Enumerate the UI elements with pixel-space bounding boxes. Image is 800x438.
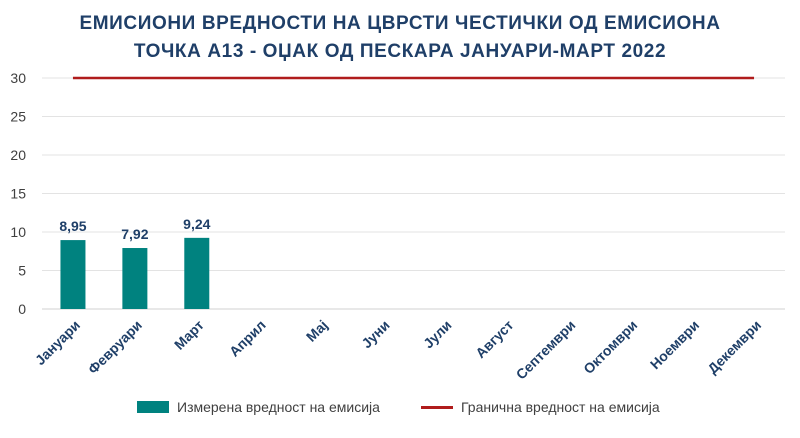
chart-title: ЕМИСИОНИ ВРЕДНОСТИ НА ЦВРСТИ ЧЕСТИЧКИ ОД… [0, 10, 800, 66]
data-label: 8,95 [59, 218, 86, 234]
legend-swatch-limit [421, 405, 453, 409]
legend-item-limit: Гранична вредност на емисија [421, 399, 660, 415]
legend-label-measured: Измерена вредност на емисија [177, 399, 380, 415]
chart-legend: Измерена вредност на емисија Гранична вр… [0, 399, 800, 423]
x-tick-label: Мај [303, 317, 331, 345]
x-tick-label: Септември [513, 317, 579, 383]
y-tick-label: 15 [10, 186, 26, 202]
chart-title-line1: ЕМИСИОНИ ВРЕДНОСТИ НА ЦВРСТИ ЧЕСТИЧКИ ОД… [79, 13, 721, 34]
x-tick-label: Ноември [647, 317, 702, 372]
y-tick-label: 10 [10, 224, 26, 240]
x-tick-label: Октомври [580, 317, 640, 377]
x-tick-label: Јануари [32, 317, 83, 368]
y-tick-label: 25 [10, 109, 26, 125]
y-tick-label: 0 [18, 301, 26, 317]
legend-swatch-measured [137, 401, 169, 413]
y-tick-label: 20 [10, 147, 26, 163]
bar [60, 240, 86, 309]
legend-item-measured: Измерена вредност на емисија [137, 399, 380, 415]
y-tick-label: 30 [10, 70, 26, 86]
x-tick-label: Април [226, 317, 269, 360]
bar [122, 248, 148, 309]
x-tick-label: Февруари [85, 317, 145, 377]
data-label: 7,92 [121, 226, 148, 242]
chart-title-line2: ТОЧКА А13 - ОЏАК ОД ПЕСКАРА ЈАНУАРИ-МАРТ… [133, 41, 667, 62]
data-label: 9,24 [183, 216, 210, 232]
x-tick-label: Јуни [358, 317, 392, 351]
x-tick-label: Август [472, 317, 516, 361]
x-tick-label: Јули [420, 317, 455, 352]
bar [184, 237, 210, 309]
legend-label-limit: Гранична вредност на емисија [461, 399, 660, 415]
x-tick-label: Декември [704, 317, 764, 377]
x-tick-label: Март [171, 317, 207, 353]
y-tick-label: 5 [18, 263, 26, 279]
